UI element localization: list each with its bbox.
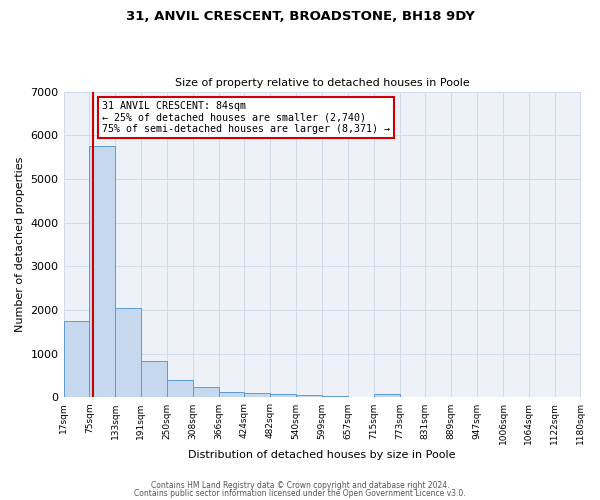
Bar [193, 388, 218, 398]
Bar [296, 395, 322, 398]
Bar [89, 146, 115, 398]
Bar [218, 392, 244, 398]
Bar [115, 308, 141, 398]
Bar [270, 394, 296, 398]
Bar [141, 361, 167, 398]
Bar [374, 394, 400, 398]
Text: 31 ANVIL CRESCENT: 84sqm
← 25% of detached houses are smaller (2,740)
75% of sem: 31 ANVIL CRESCENT: 84sqm ← 25% of detach… [103, 100, 391, 134]
Bar [322, 396, 348, 398]
X-axis label: Distribution of detached houses by size in Poole: Distribution of detached houses by size … [188, 450, 456, 460]
Bar [244, 394, 270, 398]
Bar [167, 380, 193, 398]
Title: Size of property relative to detached houses in Poole: Size of property relative to detached ho… [175, 78, 469, 88]
Bar [64, 321, 89, 398]
Y-axis label: Number of detached properties: Number of detached properties [15, 157, 25, 332]
Text: 31, ANVIL CRESCENT, BROADSTONE, BH18 9DY: 31, ANVIL CRESCENT, BROADSTONE, BH18 9DY [125, 10, 475, 23]
Bar [348, 396, 374, 398]
Text: Contains HM Land Registry data © Crown copyright and database right 2024.: Contains HM Land Registry data © Crown c… [151, 481, 449, 490]
Text: Contains public sector information licensed under the Open Government Licence v3: Contains public sector information licen… [134, 488, 466, 498]
